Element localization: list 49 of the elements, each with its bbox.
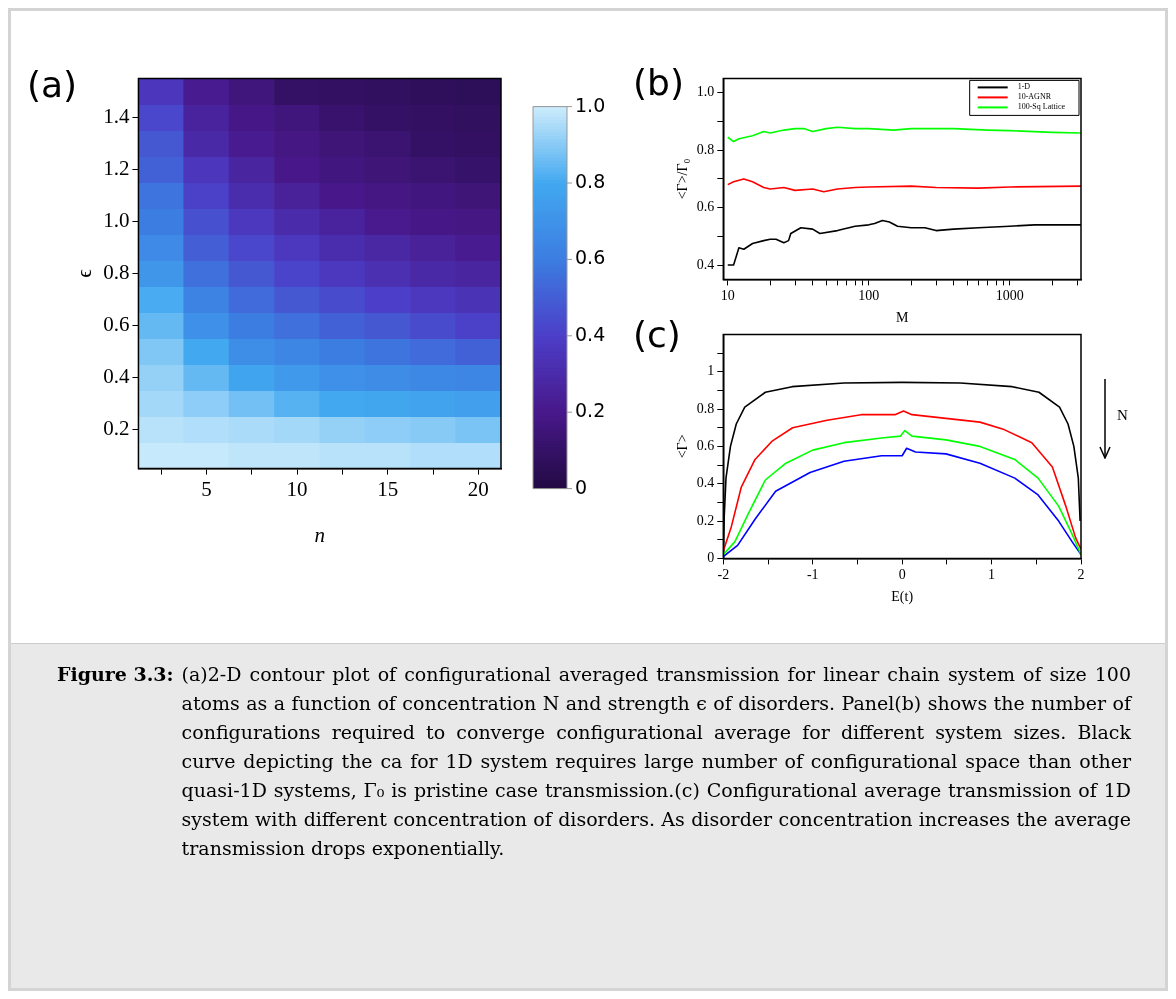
color-bar-label: 0.4 [575, 322, 606, 345]
text: (a)2-D contour plot of configurational averaged transmission for linear chain system of size 100 atoms as a function of concentration N and strength ϵ of disorders. Panel(b) shows the number of configurations required to converge configurational average for different system sizes. Black curve depicting the ca for 1D system requires large number of configurational space than other quasi-1D systems, Γ₀ is pristine case transmission.(c) Configurational average transmission of 1D system with different concentration of disorders. As disorder concentration increases the average transmission drops exponentially. [181, 663, 1131, 859]
x-tick-label: 100 [858, 288, 880, 304]
color-bar-label: 0.2 [575, 399, 606, 422]
y-tick-label: 0.8 [696, 141, 715, 157]
y-tick-label: 1.0 [696, 84, 715, 100]
y-tick-label: 0.8 [696, 400, 715, 416]
x-axis-title: E(t) [891, 589, 914, 606]
x-tick-label: 10 [720, 288, 735, 304]
legend-label: 1-D [1017, 82, 1031, 92]
x-tick-label: -1 [806, 567, 819, 583]
color-bar-label: 1.0 [575, 93, 606, 116]
chart-title: (a) [27, 64, 78, 105]
chart-title: (b) [633, 62, 684, 103]
x-axis-title: n [314, 522, 325, 547]
x-tick-label: 1000 [995, 288, 1024, 304]
text: Figure 3.3: [57, 662, 174, 687]
y-tick-label: 0.6 [696, 438, 715, 454]
color-bar-label: 0.8 [575, 169, 606, 192]
y-tick-label: 1.0 [103, 208, 130, 233]
y-tick-label: 0.4 [696, 256, 715, 272]
x-tick-label: 10 [286, 476, 308, 501]
x-tick-label: 15 [377, 476, 399, 501]
y-axis-title: <Γ>/Γ₀ [675, 158, 691, 200]
x-tick-label: 20 [467, 476, 489, 501]
legend-label: 100-Sq Lattice [1017, 102, 1066, 112]
y-tick-label: 0.2 [696, 512, 715, 528]
y-axis-title: ϵ [72, 268, 97, 278]
x-tick-label: 2 [1077, 567, 1085, 583]
y-tick-label: 1.4 [103, 104, 130, 129]
chart-title: (c) [633, 314, 681, 355]
x-axis-title: M [895, 310, 909, 326]
y-tick-label: 0.4 [103, 364, 130, 389]
y-tick-label: 0 [707, 550, 715, 566]
y-tick-label: 1.2 [103, 156, 130, 181]
y-tick-label: 0.6 [696, 199, 715, 215]
x-tick-label: 5 [201, 476, 212, 501]
legend-label: 10-AGNR [1017, 92, 1052, 102]
y-tick-label: 0.6 [103, 312, 130, 337]
x-tick-label: -2 [717, 567, 730, 583]
y-axis-title: <Γ> [675, 434, 691, 459]
y-tick-label: 0.2 [103, 416, 130, 441]
y-tick-label: 0.4 [696, 475, 715, 491]
y-tick-label: 1 [707, 363, 715, 379]
text: N [1117, 407, 1128, 424]
y-tick-label: 0.8 [103, 260, 130, 285]
x-tick-label: 0 [898, 567, 906, 583]
color-bar-label: 0.6 [575, 246, 606, 269]
x-tick-label: 1 [988, 567, 996, 583]
